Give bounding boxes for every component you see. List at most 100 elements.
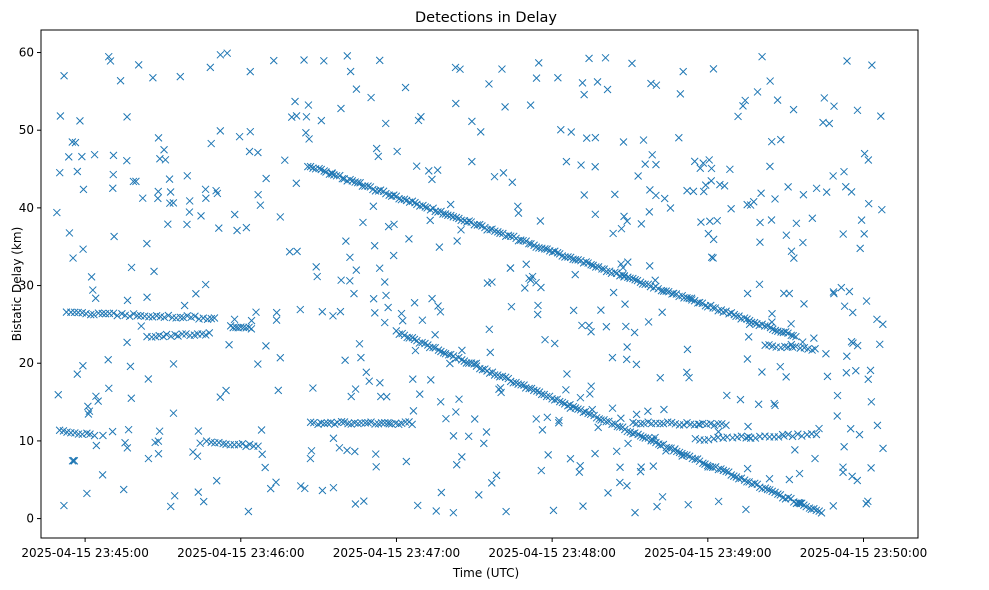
data-point: [79, 185, 88, 194]
data-point: [246, 67, 255, 76]
data-point: [86, 310, 95, 319]
data-point: [699, 187, 708, 196]
data-point: [453, 237, 462, 245]
data-point: [88, 286, 97, 294]
data-point: [780, 342, 789, 351]
data-point: [244, 507, 253, 516]
data-point: [164, 311, 173, 320]
data-point: [479, 439, 488, 448]
data-point: [578, 321, 586, 330]
data-point: [207, 314, 216, 323]
data-point: [649, 462, 658, 470]
data-point: [341, 356, 349, 365]
data-point: [626, 274, 634, 283]
y-tick-label: 10: [19, 434, 34, 448]
data-point: [840, 167, 848, 176]
data-point: [254, 442, 262, 451]
data-point: [755, 280, 764, 289]
data-point: [513, 202, 522, 211]
data-point: [699, 459, 707, 468]
data-point: [261, 463, 270, 472]
data-point: [446, 359, 454, 368]
data-point: [853, 476, 862, 485]
data-point: [189, 448, 197, 456]
data-point: [400, 195, 409, 204]
data-point: [714, 427, 723, 436]
data-point: [245, 147, 254, 156]
data-point: [617, 224, 626, 233]
data-point: [160, 145, 168, 154]
data-point: [593, 78, 602, 86]
data-point: [631, 275, 639, 284]
data-point: [362, 368, 371, 377]
data-point: [617, 260, 625, 268]
chart-title: Detections in Delay: [415, 10, 557, 26]
data-point: [276, 213, 285, 221]
data-point: [727, 204, 735, 213]
data-point: [421, 203, 430, 211]
data-point: [709, 64, 718, 73]
data-points: [53, 49, 887, 517]
data-point: [433, 166, 442, 175]
data-point: [452, 213, 461, 222]
data-point: [857, 216, 866, 225]
data-point: [695, 457, 704, 466]
data-point: [300, 484, 309, 493]
data-point: [820, 94, 829, 102]
data-point: [410, 298, 419, 307]
data-point: [587, 327, 595, 336]
data-point: [435, 243, 444, 251]
data-point: [384, 303, 392, 312]
data-point: [398, 316, 407, 325]
data-point: [318, 307, 327, 316]
data-point: [525, 239, 533, 248]
x-tick-label: 2025-04-15 23:45:00: [21, 546, 148, 560]
data-point: [356, 178, 364, 187]
data-point: [493, 228, 502, 236]
data-point: [458, 346, 466, 355]
data-point: [372, 462, 381, 471]
data-point: [212, 476, 221, 485]
data-point: [196, 439, 205, 448]
data-point: [714, 420, 723, 428]
data-point: [207, 139, 216, 148]
data-point: [745, 320, 754, 329]
data-point: [291, 97, 299, 106]
data-point: [254, 148, 262, 157]
data-point: [73, 370, 82, 378]
data-point: [574, 405, 582, 413]
data-point: [344, 419, 352, 428]
data-point: [424, 167, 433, 175]
data-point: [305, 135, 313, 143]
data-point: [441, 210, 450, 218]
data-point: [342, 237, 350, 245]
data-point: [439, 348, 448, 357]
data-point: [598, 265, 606, 273]
data-point: [566, 404, 575, 412]
data-point: [309, 164, 317, 172]
data-point: [744, 422, 752, 431]
data-point: [571, 270, 580, 279]
data-point: [707, 164, 716, 173]
data-point: [848, 308, 857, 317]
data-point: [709, 434, 718, 443]
data-point: [532, 74, 541, 82]
data-point: [658, 308, 667, 317]
data-point: [636, 419, 645, 428]
data-point: [60, 501, 68, 510]
data-point: [707, 177, 716, 185]
data-point: [183, 171, 192, 180]
data-point: [519, 236, 527, 245]
data-point: [320, 419, 329, 428]
data-point: [756, 218, 764, 227]
data-point: [666, 204, 675, 212]
data-point: [791, 446, 799, 454]
data-point: [389, 251, 398, 260]
data-point: [364, 418, 372, 427]
data-point: [602, 322, 611, 331]
data-point: [132, 177, 140, 186]
data-point: [176, 313, 185, 322]
data-point: [517, 380, 525, 389]
data-point: [864, 375, 873, 384]
